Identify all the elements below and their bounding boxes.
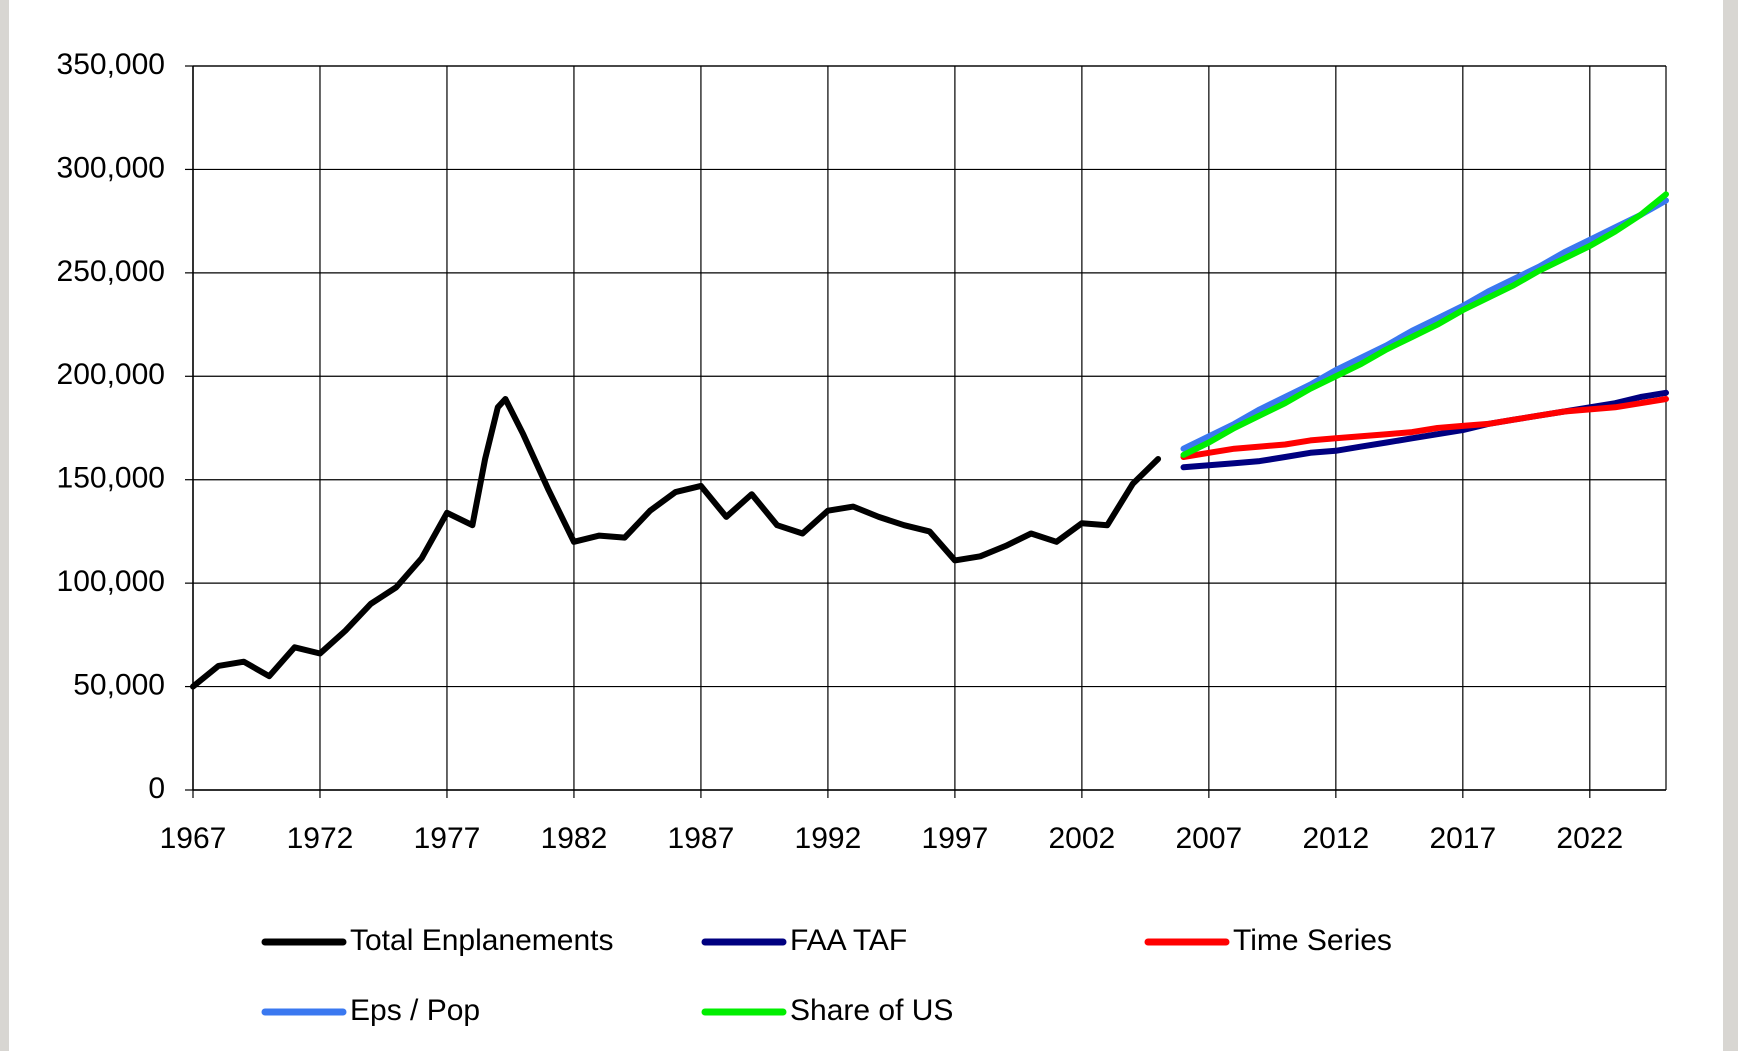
x-tick-label: 1992 (795, 822, 862, 855)
series-line (1180, 197, 1669, 452)
legend-label: Share of US (790, 994, 953, 1027)
series-line (1180, 396, 1669, 460)
x-tick-label: 1967 (160, 822, 227, 855)
x-tick-label: 2002 (1049, 822, 1116, 855)
x-tick-label: 1977 (414, 822, 481, 855)
y-tick-label: 200,000 (57, 358, 165, 391)
series-line (1180, 191, 1669, 458)
y-tick-label: 250,000 (57, 255, 165, 288)
y-tick-label: 350,000 (57, 48, 165, 81)
chart-panel (9, 0, 1723, 1051)
x-tick-label: 2022 (1556, 822, 1623, 855)
x-tick-label: 1997 (922, 822, 989, 855)
y-tick-label: 0 (148, 772, 165, 805)
x-tick-label: 2017 (1429, 822, 1496, 855)
y-tick-label: 300,000 (57, 151, 165, 184)
y-tick-label: 50,000 (73, 668, 165, 701)
x-tick-label: 2007 (1175, 822, 1242, 855)
x-tick-label: 1972 (287, 822, 354, 855)
x-tick-label: 1987 (668, 822, 735, 855)
legend-label: Time Series (1233, 924, 1392, 957)
y-tick-label: 150,000 (57, 462, 165, 495)
legend-label: Total Enplanements (350, 924, 614, 957)
y-tick-label: 100,000 (57, 565, 165, 598)
x-tick-label: 1982 (541, 822, 608, 855)
x-tick-label: 2012 (1302, 822, 1369, 855)
legend-label: Eps / Pop (350, 994, 480, 1027)
legend-label: FAA TAF (790, 924, 907, 957)
series-line (190, 396, 1162, 690)
